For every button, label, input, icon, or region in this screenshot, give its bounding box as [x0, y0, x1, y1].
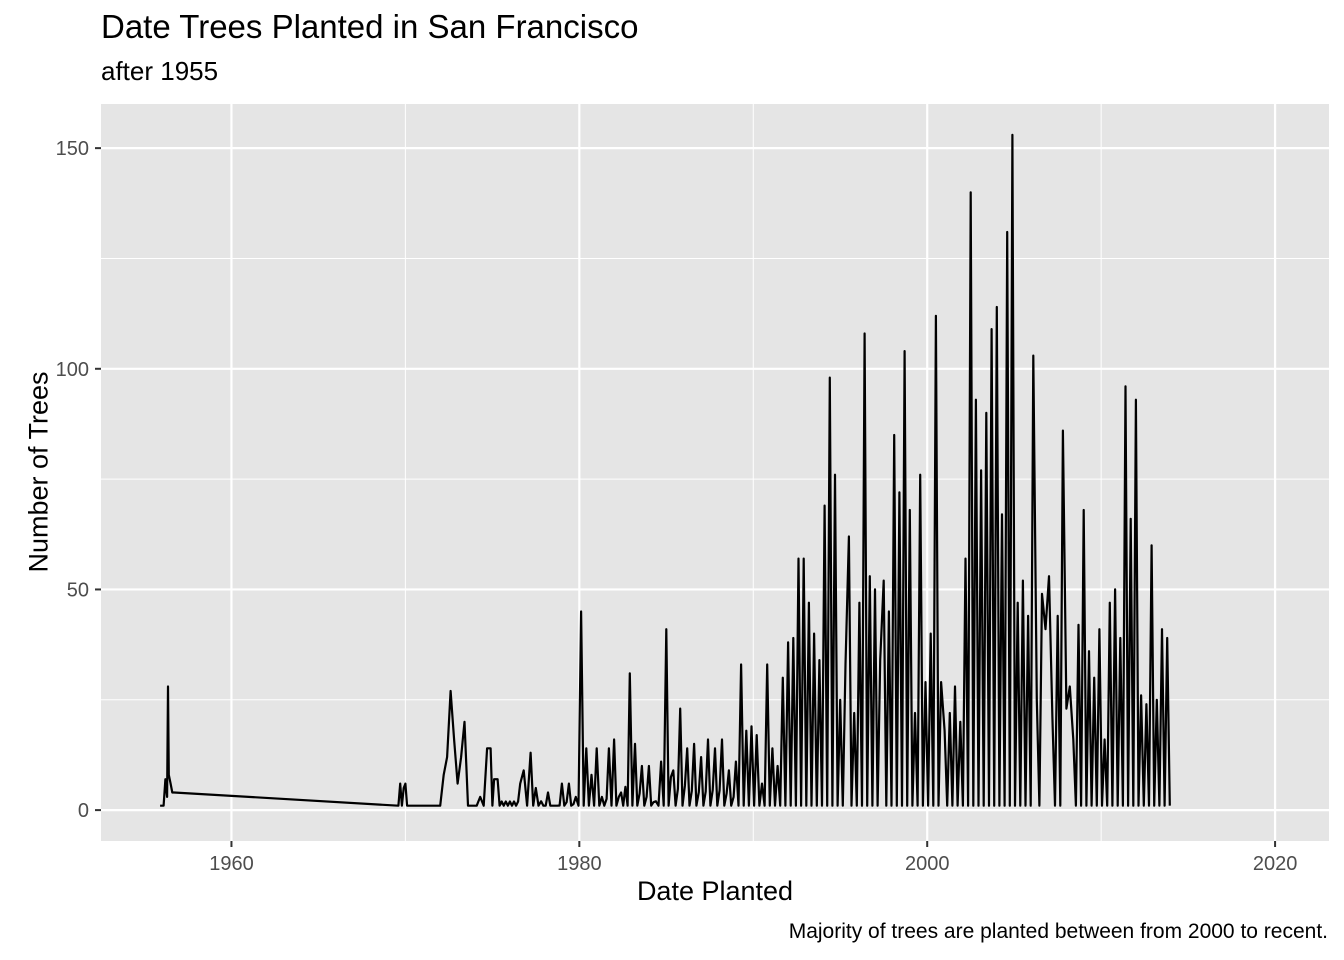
y-axis-title: Number of Trees — [23, 371, 54, 573]
major-gridlines — [101, 104, 1329, 841]
y-tick-label: 0 — [78, 800, 89, 822]
y-tick-label: 100 — [56, 359, 89, 381]
data-series — [160, 133, 1171, 807]
x-tick-label: 1980 — [557, 853, 602, 875]
series-line — [160, 133, 1171, 807]
y-axis: 0 50 100 150 — [56, 138, 101, 822]
chart-caption: Majority of trees are planted between fr… — [788, 920, 1328, 943]
chart-subtitle: after 1955 — [101, 56, 219, 86]
x-axis-title: Date Planted — [636, 876, 794, 906]
y-tick-label: 50 — [67, 579, 89, 601]
y-tick-label: 150 — [56, 138, 89, 160]
chart-title: Date Trees Planted in San Francisco — [101, 8, 639, 45]
x-tick-label: 2020 — [1253, 853, 1298, 875]
x-tick-label: 2000 — [905, 853, 950, 875]
x-tick-label: 1960 — [209, 853, 254, 875]
x-axis: 1960 1980 2000 2020 — [209, 841, 1297, 875]
